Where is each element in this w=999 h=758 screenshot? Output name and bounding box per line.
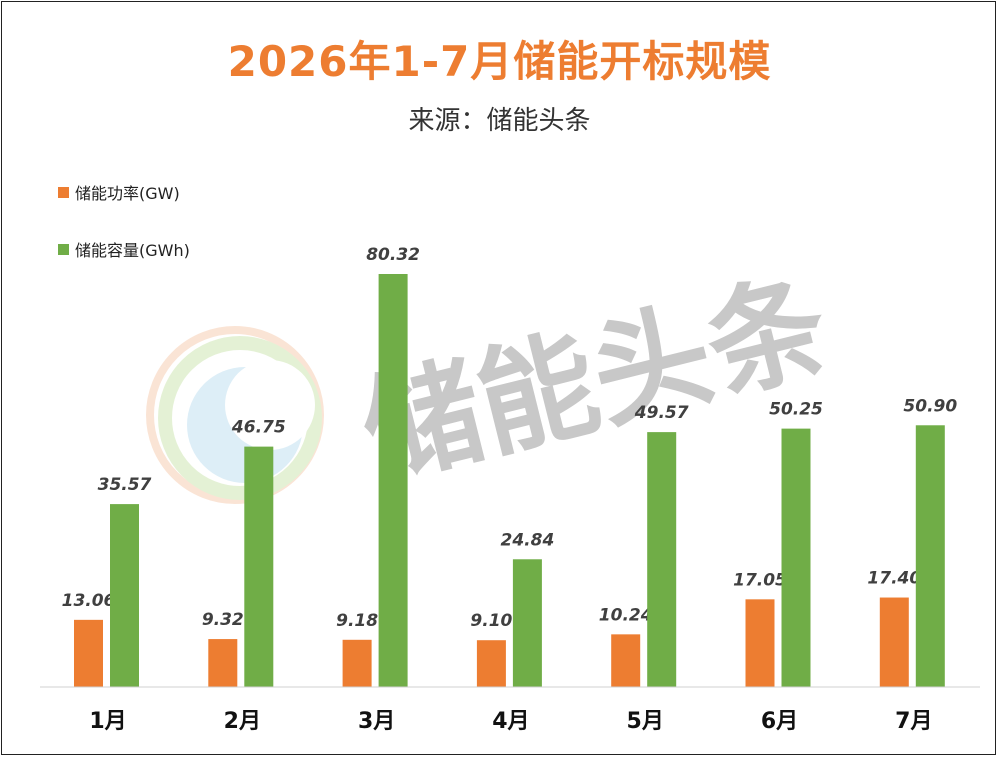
chart-title: 2026年1-7月储能开标规模 [227, 37, 772, 86]
legend-label-power: 储能功率(GW) [75, 184, 180, 203]
x-tick-label-5: 5月 [627, 709, 664, 734]
bar-capacity-6 [781, 428, 811, 687]
data-label-capacity-5: 49.57 [634, 403, 689, 423]
data-label-capacity-2: 46.75 [231, 418, 286, 438]
watermark-text: 储能头条 [349, 256, 840, 504]
legend-swatch-capacity [58, 243, 69, 255]
data-label-power-5: 10.24 [599, 605, 653, 625]
x-tick-label-4: 4月 [492, 709, 529, 734]
bars-group: 13.06 35.57 9.32 46.75 9.18 80.32 9.10 24.84 10.… [62, 245, 957, 687]
x-tick-label-1: 1月 [89, 709, 126, 734]
bar-power-1 [74, 619, 103, 687]
bar-power-2 [208, 639, 238, 687]
x-tick-label-2: 2月 [224, 709, 261, 734]
data-label-power-3: 9.18 [336, 611, 378, 631]
bar-power-3 [342, 639, 372, 687]
data-label-power-1: 13.06 [62, 591, 116, 611]
bar-capacity-4 [512, 559, 542, 687]
chart-subtitle: 来源：储能头条 [408, 106, 591, 136]
bar-power-4 [476, 640, 506, 687]
bar-capacity-1 [110, 504, 139, 687]
data-label-capacity-6: 50.25 [769, 400, 823, 420]
bar-capacity-5 [647, 432, 677, 687]
legend-label-capacity: 储能容量(GWh) [75, 241, 190, 260]
bar-capacity-2 [244, 446, 274, 687]
data-label-capacity-4: 24.84 [501, 530, 555, 550]
data-label-power-7: 17.40 [867, 569, 921, 589]
data-label-capacity-1: 35.57 [98, 475, 152, 495]
bar-capacity-3 [378, 274, 408, 687]
x-tick-label-3: 3月 [358, 709, 395, 734]
data-label-power-4: 9.10 [470, 611, 512, 631]
data-label-power-2: 9.32 [202, 610, 244, 630]
bar-power-7 [879, 597, 909, 687]
x-tick-label-6: 6月 [761, 709, 798, 734]
legend-item-capacity: 储能容量(GWh) [58, 237, 190, 261]
bar-power-6 [745, 599, 775, 687]
bar-capacity-7 [915, 425, 945, 687]
x-axis-labels: 1月 2月 3月 4月 5月 6月 7月 [89, 709, 932, 734]
legend-swatch-power [58, 186, 69, 198]
data-label-power-6: 17.05 [733, 570, 787, 590]
legend-item-power: 储能功率(GW) [58, 180, 180, 204]
x-tick-label-7: 7月 [895, 709, 932, 734]
bar-power-5 [611, 634, 641, 687]
watermark-logo [146, 326, 324, 504]
data-label-capacity-3: 80.32 [366, 245, 420, 265]
data-label-capacity-7: 50.90 [903, 396, 957, 416]
